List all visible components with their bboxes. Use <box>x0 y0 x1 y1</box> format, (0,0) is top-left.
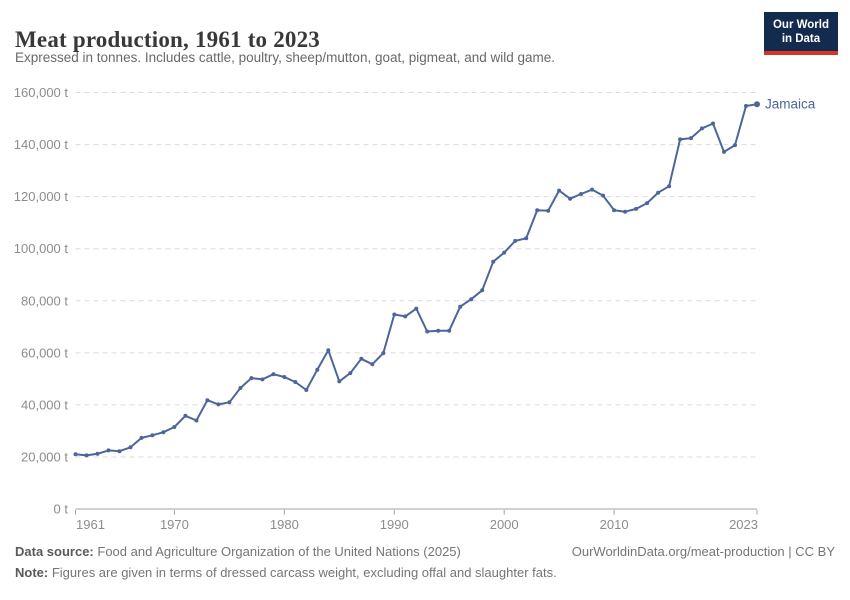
data-point[interactable] <box>502 250 507 255</box>
data-point[interactable] <box>73 452 78 457</box>
owid-logo: Our World in Data <box>763 12 838 55</box>
data-point[interactable] <box>326 348 331 353</box>
data-point[interactable] <box>447 328 452 333</box>
data-point[interactable] <box>150 433 155 438</box>
data-point[interactable] <box>568 196 573 201</box>
data-source-line: Data source: Food and Agriculture Organi… <box>15 544 461 559</box>
data-point[interactable] <box>348 371 353 376</box>
data-point[interactable] <box>414 306 419 311</box>
data-point[interactable] <box>634 206 639 211</box>
series-line-jamaica[interactable] <box>75 103 758 457</box>
owid-logo-line2: in Data <box>781 33 821 45</box>
y-tick-label: 80,000 t <box>21 293 68 308</box>
data-point[interactable] <box>271 372 276 377</box>
data-point[interactable] <box>524 236 529 241</box>
data-point[interactable] <box>293 380 298 384</box>
data-point-latest[interactable] <box>754 101 760 108</box>
x-tick-label: 1970 <box>160 517 189 532</box>
data-point[interactable] <box>700 126 704 131</box>
data-point[interactable] <box>403 314 408 319</box>
data-point[interactable] <box>678 137 683 142</box>
note-label: Note: <box>15 565 49 580</box>
data-point[interactable] <box>612 208 617 213</box>
data-point[interactable] <box>139 435 144 440</box>
data-point[interactable] <box>161 430 166 435</box>
data-point[interactable] <box>436 328 441 333</box>
data-point[interactable] <box>546 208 551 213</box>
x-tick-label: 1961 <box>76 517 105 532</box>
data-point[interactable] <box>722 149 726 154</box>
data-point[interactable] <box>623 209 628 214</box>
data-point[interactable] <box>425 329 430 334</box>
data-point[interactable] <box>205 398 210 403</box>
x-tick-label: 2000 <box>490 517 519 532</box>
data-point[interactable] <box>513 238 518 243</box>
y-tick-label: 60,000 t <box>21 345 68 360</box>
data-point[interactable] <box>667 184 672 189</box>
data-point[interactable] <box>381 351 386 356</box>
data-point[interactable] <box>249 376 254 381</box>
data-point[interactable] <box>238 386 243 390</box>
owid-logo-line1: Our World <box>772 19 829 31</box>
data-point[interactable] <box>557 188 562 193</box>
x-tick-label: 1980 <box>270 517 299 532</box>
x-tick-label: 1990 <box>380 517 409 532</box>
data-point[interactable] <box>337 379 342 384</box>
data-point[interactable] <box>84 453 89 458</box>
data-point[interactable] <box>458 304 463 309</box>
data-point[interactable] <box>117 449 122 454</box>
y-tick-label: 140,000 t <box>14 137 69 152</box>
data-source-label: Data source: <box>15 544 94 559</box>
x-tick-label: 2010 <box>600 517 629 532</box>
data-point[interactable] <box>689 136 693 141</box>
data-point[interactable] <box>590 187 595 192</box>
data-point[interactable] <box>128 445 133 450</box>
y-tick-label: 20,000 t <box>21 449 68 464</box>
data-point[interactable] <box>370 362 375 367</box>
series-label-jamaica[interactable]: Jamaica <box>765 97 816 112</box>
data-point[interactable] <box>744 104 748 108</box>
data-point[interactable] <box>733 143 737 148</box>
data-point[interactable] <box>601 193 606 198</box>
data-point[interactable] <box>216 402 221 407</box>
data-point[interactable] <box>227 400 232 405</box>
data-point[interactable] <box>469 297 474 302</box>
data-point[interactable] <box>392 312 397 317</box>
note-text: Figures are given in terms of dressed ca… <box>51 565 557 580</box>
data-point[interactable] <box>315 367 320 372</box>
y-tick-label: 0 t <box>54 502 69 517</box>
chart-subtitle: Expressed in tonnes. Includes cattle, po… <box>15 50 556 65</box>
y-tick-label: 100,000 t <box>14 241 69 256</box>
data-point[interactable] <box>304 388 309 392</box>
license-link[interactable]: OurWorldinData.org/meat-production | CC … <box>571 544 835 559</box>
data-point[interactable] <box>535 208 540 213</box>
data-point[interactable] <box>359 356 364 361</box>
data-point[interactable] <box>491 259 496 264</box>
data-point[interactable] <box>106 448 111 453</box>
data-point[interactable] <box>656 190 661 195</box>
data-point[interactable] <box>282 375 287 379</box>
y-tick-label: 40,000 t <box>21 397 68 412</box>
data-point[interactable] <box>645 201 650 206</box>
chart-footer: Data source: Food and Agriculture Organi… <box>15 544 835 580</box>
note-line: Note: Figures are given in terms of dres… <box>15 565 835 580</box>
page-title: Meat production, 1961 to 2023 <box>15 27 321 53</box>
data-source-text: Food and Agriculture Organization of the… <box>97 544 461 559</box>
y-tick-label: 120,000 t <box>14 189 69 204</box>
data-point[interactable] <box>183 413 188 418</box>
data-point[interactable] <box>579 192 584 196</box>
data-point[interactable] <box>194 418 199 423</box>
data-point[interactable] <box>95 451 100 456</box>
x-tick-label: 2023 <box>729 517 758 532</box>
data-point[interactable] <box>260 377 265 382</box>
line-chart: 0 t 20,000 t 40,000 t 60,000 t 80,000 t 100,0… <box>14 85 816 532</box>
data-point[interactable] <box>711 121 715 126</box>
data-point[interactable] <box>172 425 177 429</box>
y-tick-label: 160,000 t <box>14 85 69 100</box>
data-point[interactable] <box>480 288 485 293</box>
